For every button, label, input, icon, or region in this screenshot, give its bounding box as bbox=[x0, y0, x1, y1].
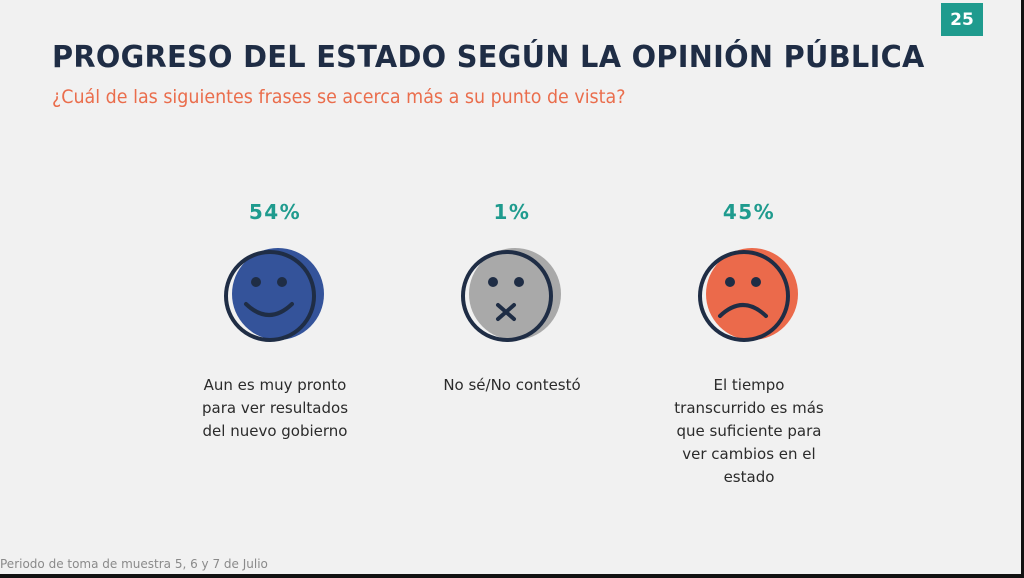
face-outline bbox=[698, 250, 790, 342]
option-percent: 54% bbox=[248, 200, 302, 224]
face-fill bbox=[232, 248, 324, 340]
x-mouth bbox=[496, 303, 516, 321]
sad-face-icon bbox=[698, 248, 798, 342]
option-percent: 45% bbox=[722, 200, 776, 224]
face-fill bbox=[469, 248, 561, 340]
right-eye bbox=[277, 277, 287, 287]
sample-period-footnote: Periodo de toma de muestra 5, 6 y 7 de J… bbox=[0, 557, 268, 571]
muted-face-icon bbox=[461, 248, 561, 342]
option-positive: 54% Aun es muy pronto para ver resultado… bbox=[165, 200, 385, 443]
option-negative: 45% El tiempo transcurrido es más que su… bbox=[639, 200, 859, 489]
page-number-badge: 25 bbox=[941, 3, 983, 36]
right-eye bbox=[751, 277, 761, 287]
smile-mouth bbox=[244, 302, 294, 317]
left-eye bbox=[488, 277, 498, 287]
right-eye bbox=[514, 277, 524, 287]
happy-face-icon bbox=[224, 248, 324, 342]
face-fill bbox=[706, 248, 798, 340]
question-subtitle: ¿Cuál de las siguientes frases se acerca… bbox=[52, 86, 626, 108]
option-label: No sé/No contestó bbox=[443, 376, 581, 394]
option-no-answer: 1% No sé/No contestó bbox=[402, 200, 622, 397]
face-outline bbox=[224, 250, 316, 342]
option-percent: 1% bbox=[493, 200, 531, 224]
frown-mouth bbox=[718, 303, 768, 318]
page-title: PROGRESO DEL ESTADO SEGÚN LA OPINIÓN PÚB… bbox=[52, 40, 925, 75]
left-eye bbox=[725, 277, 735, 287]
face-outline bbox=[461, 250, 553, 342]
option-label: El tiempo transcurrido es más que sufici… bbox=[674, 376, 824, 486]
option-label: Aun es muy pronto para ver resultados de… bbox=[201, 376, 349, 440]
left-eye bbox=[251, 277, 261, 287]
